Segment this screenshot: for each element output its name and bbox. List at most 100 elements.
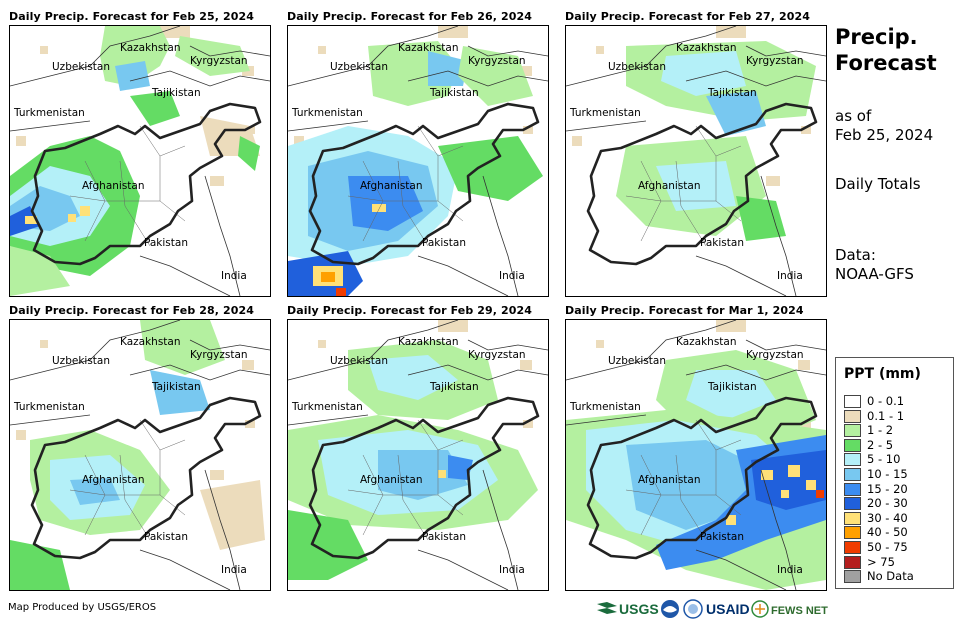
panel-title: Daily Precip. Forecast for Feb 25, 2024 <box>9 10 254 23</box>
legend-swatch <box>844 424 861 438</box>
label-tajikistan: Tajikistan <box>152 381 201 393</box>
label-india: India <box>777 270 803 282</box>
label-afghanistan: Afghanistan <box>360 180 423 192</box>
label-turkmenistan: Turkmenistan <box>570 107 641 119</box>
label-kyrgyzstan: Kyrgyzstan <box>190 349 248 361</box>
label-kazakhstan: Kazakhstan <box>398 336 459 348</box>
legend-item: 0.1 - 1 <box>844 409 904 423</box>
label-kyrgyzstan: Kyrgyzstan <box>746 55 804 67</box>
label-kazakhstan: Kazakhstan <box>398 42 459 54</box>
side-title-line2: Forecast <box>835 51 937 75</box>
label-india: India <box>221 270 247 282</box>
precip-map: Kazakhstan Kyrgyzstan Uzbekistan Tajikis… <box>287 319 549 591</box>
data-source: NOAA-GFS <box>835 265 914 283</box>
agency-logos: USGS USAID FEWS NET <box>597 599 828 619</box>
noaa-logo <box>661 600 679 618</box>
legend-swatch <box>844 555 861 569</box>
label-afghanistan: Afghanistan <box>82 180 145 192</box>
daily-totals-label: Daily Totals <box>835 175 921 193</box>
label-india: India <box>499 564 525 576</box>
legend-swatch <box>844 570 861 584</box>
label-uzbekistan: Uzbekistan <box>330 61 388 73</box>
label-india: India <box>777 564 803 576</box>
legend-swatch <box>844 395 861 408</box>
label-pakistan: Pakistan <box>144 237 188 249</box>
legend-swatch <box>844 409 861 423</box>
label-turkmenistan: Turkmenistan <box>292 401 363 413</box>
legend-label: 2 - 5 <box>867 437 894 452</box>
side-title-line1: Precip. <box>835 25 918 49</box>
precip-map: Kazakhstan Kyrgyzstan Uzbekistan Tajikis… <box>565 319 827 591</box>
svg-text:USAID: USAID <box>706 601 750 617</box>
as-of-date: Feb 25, 2024 <box>835 126 934 144</box>
label-kazakhstan: Kazakhstan <box>120 42 181 54</box>
label-afghanistan: Afghanistan <box>638 474 701 486</box>
legend-label: 50 - 75 <box>867 540 908 554</box>
svg-text:FEWS NET: FEWS NET <box>771 605 828 617</box>
panel-title: Daily Precip. Forecast for Feb 28, 2024 <box>9 304 254 317</box>
usaid-logo: USAID <box>706 601 750 617</box>
legend-label: 15 - 20 <box>867 481 908 496</box>
label-turkmenistan: Turkmenistan <box>14 107 85 119</box>
legend-item: No Data <box>844 569 914 584</box>
svg-text:USGS: USGS <box>619 601 659 617</box>
label-tajikistan: Tajikistan <box>430 381 479 393</box>
label-kyrgyzstan: Kyrgyzstan <box>468 55 526 67</box>
legend-swatch <box>844 526 861 540</box>
legend-label: 0.1 - 1 <box>867 408 905 423</box>
label-afghanistan: Afghanistan <box>638 180 701 192</box>
legend-label: 30 - 40 <box>867 510 908 525</box>
legend-swatch <box>844 468 861 481</box>
nws-logo <box>683 599 703 619</box>
legend-label: 1 - 2 <box>867 423 894 438</box>
legend-item: 1 - 2 <box>844 423 894 438</box>
legend-label: 20 - 30 <box>867 496 908 511</box>
label-afghanistan: Afghanistan <box>82 474 145 486</box>
logo-strip: USGS USAID FEWS NET <box>595 598 830 619</box>
label-uzbekistan: Uzbekistan <box>608 61 666 73</box>
label-pakistan: Pakistan <box>700 531 744 543</box>
legend-item: 10 - 15 <box>844 467 908 481</box>
legend-item: 20 - 30 <box>844 496 908 511</box>
legend-label: 10 - 15 <box>867 467 908 481</box>
legend-label: 40 - 50 <box>867 525 908 540</box>
label-tajikistan: Tajikistan <box>152 87 201 99</box>
legend-item: 50 - 75 <box>844 540 908 554</box>
legend-swatch <box>844 541 861 554</box>
legend-swatch <box>844 497 861 511</box>
legend-swatch <box>844 438 861 452</box>
legend-swatch <box>844 511 861 525</box>
label-pakistan: Pakistan <box>700 237 744 249</box>
precip-map: Kazakhstan Kyrgyzstan Uzbekistan Tajikis… <box>9 25 271 297</box>
legend-item: 40 - 50 <box>844 525 908 540</box>
legend-item: 2 - 5 <box>844 438 893 452</box>
label-uzbekistan: Uzbekistan <box>330 355 388 367</box>
label-kazakhstan: Kazakhstan <box>676 42 737 54</box>
legend-item: 15 - 20 <box>844 482 908 496</box>
label-turkmenistan: Turkmenistan <box>292 107 363 119</box>
label-uzbekistan: Uzbekistan <box>608 355 666 367</box>
legend-title: PPT (mm) <box>844 366 921 382</box>
fewsnet-logo: FEWS NET <box>751 600 828 618</box>
label-uzbekistan: Uzbekistan <box>52 61 110 73</box>
precip-map: Kazakhstan Kyrgyzstan Uzbekistan Tajikis… <box>565 25 827 297</box>
legend-swatch <box>844 482 861 496</box>
label-kyrgyzstan: Kyrgyzstan <box>468 349 526 361</box>
legend-item: 30 - 40 <box>844 511 908 525</box>
legend-item: 0 - 0.1 <box>844 394 904 408</box>
panel-title: Daily Precip. Forecast for Feb 29, 2024 <box>287 304 532 317</box>
label-turkmenistan: Turkmenistan <box>14 401 85 413</box>
legend-swatch <box>844 453 861 467</box>
label-kyrgyzstan: Kyrgyzstan <box>190 55 248 67</box>
credit-text: Map Produced by USGS/EROS <box>8 602 157 613</box>
label-uzbekistan: Uzbekistan <box>52 355 110 367</box>
label-pakistan: Pakistan <box>422 237 466 249</box>
legend-label: > 75 <box>867 554 895 569</box>
panel-title: Daily Precip. Forecast for Feb 26, 2024 <box>287 10 532 23</box>
as-of-label: as of <box>835 107 872 125</box>
legend-label: No Data <box>867 569 914 584</box>
label-kazakhstan: Kazakhstan <box>120 336 181 348</box>
label-tajikistan: Tajikistan <box>708 87 757 99</box>
label-turkmenistan: Turkmenistan <box>570 401 641 413</box>
